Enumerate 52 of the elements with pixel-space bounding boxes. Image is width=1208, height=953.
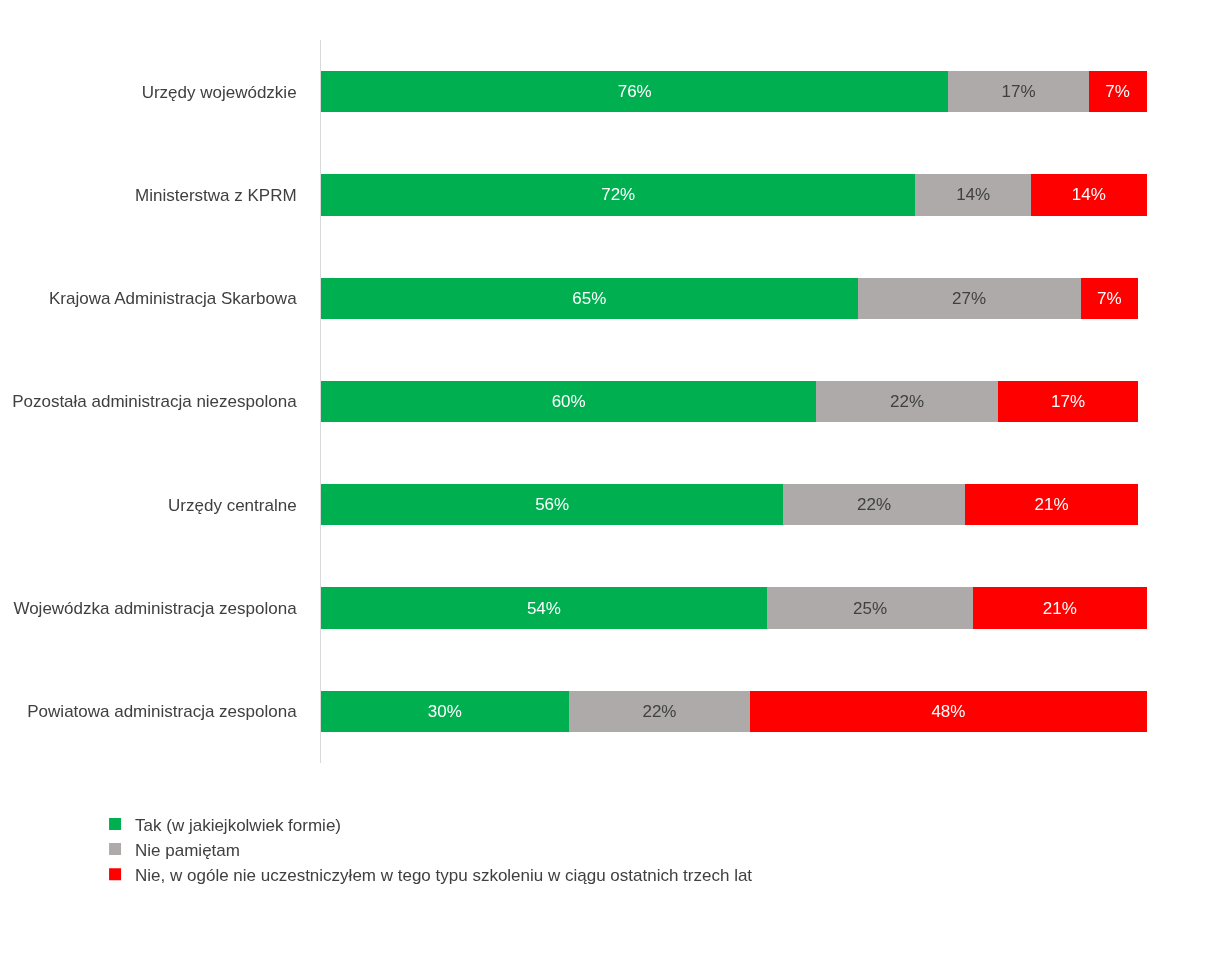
- bar: [321, 174, 916, 216]
- data-label: 72%: [601, 185, 636, 205]
- bar: [321, 277, 858, 319]
- data-label: 65%: [572, 288, 607, 308]
- bar: [857, 277, 1081, 319]
- y-tick-label: Powiatowa administracja zespolona: [27, 702, 298, 722]
- data-label: 25%: [852, 598, 888, 618]
- y-tick-label: Ministerstwa z KPRM: [135, 185, 297, 205]
- bar: [964, 484, 1139, 526]
- data-label: 60%: [551, 392, 586, 411]
- bar: [321, 587, 767, 629]
- bar: [915, 174, 1031, 216]
- data-label: 27%: [952, 288, 987, 308]
- data-label: 22%: [857, 495, 892, 515]
- bar: [766, 587, 974, 629]
- y-tick-label: Urzędy wojewódzkie: [141, 82, 297, 102]
- data-label: 48%: [931, 701, 966, 721]
- data-label: 54%: [526, 598, 561, 618]
- data-label: 30%: [427, 701, 462, 721]
- bar: [1080, 277, 1139, 319]
- data-label: 14%: [1071, 185, 1106, 205]
- data-label: 22%: [642, 701, 677, 721]
- data-label: 17%: [1051, 392, 1086, 411]
- bar: [568, 690, 751, 733]
- data-label: 7%: [1097, 288, 1122, 308]
- y-tick-label: Wojewódzka administracja zespolona: [13, 599, 298, 619]
- bar: [783, 484, 965, 526]
- data-label: 21%: [1034, 495, 1069, 515]
- bar: [750, 690, 1147, 733]
- y-tick-label: Krajowa Administracja Skarbowa: [49, 289, 298, 309]
- bar: [973, 587, 1147, 629]
- legend-label: Tak (w jakiejkolwiek formie): [135, 815, 341, 835]
- bar: [948, 70, 1089, 113]
- legend-label: Nie, w ogóle nie uczestniczyłem w tego typu szkoleniu w ciągu ostatnich trzech lat: [135, 865, 753, 885]
- bar: [321, 70, 949, 113]
- y-tick-label: Urzędy centralne: [168, 495, 297, 515]
- data-label: 14%: [956, 185, 991, 205]
- data-label: 56%: [535, 495, 570, 515]
- legend-label: Nie pamiętam: [135, 840, 240, 860]
- y-tick-label: Pozostała administracja niezespolona: [12, 392, 298, 412]
- data-label: 17%: [1001, 82, 1036, 102]
- data-label: 21%: [1042, 598, 1077, 618]
- bar: [321, 484, 784, 526]
- bar: [1088, 70, 1147, 113]
- bar: [321, 380, 817, 423]
- data-label: 7%: [1105, 82, 1130, 102]
- bar: [997, 380, 1139, 423]
- data-label: 22%: [890, 392, 925, 411]
- bar: [321, 690, 569, 733]
- bar: [816, 380, 998, 423]
- data-label: 76%: [617, 82, 652, 102]
- bar: [1030, 174, 1147, 216]
